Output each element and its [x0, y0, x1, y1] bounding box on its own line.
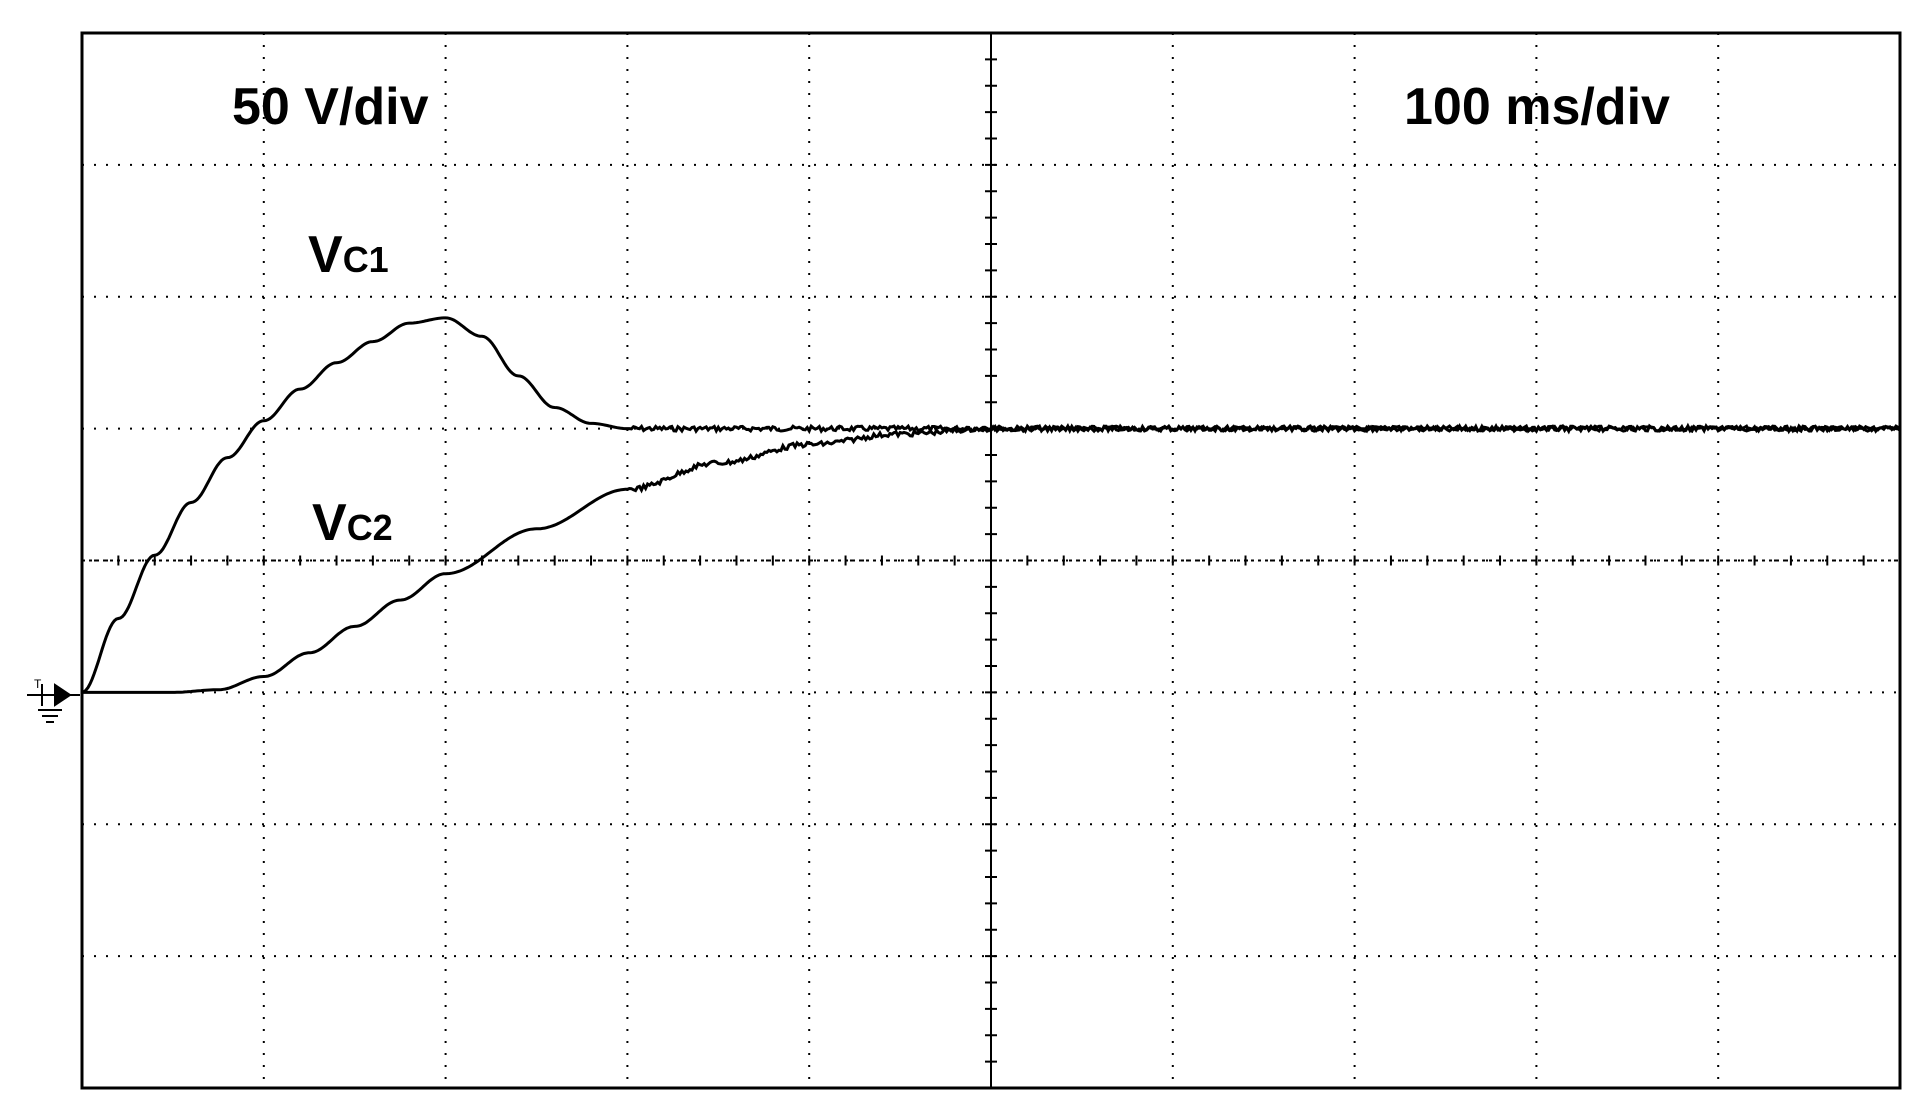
ground-marker-icon: T	[27, 677, 80, 723]
trace-vc2	[82, 422, 1901, 694]
vc2-label-sub: C2	[347, 507, 393, 548]
time-per-div-label: 100 ms/div	[1404, 78, 1670, 136]
vc1-label-main: V	[308, 226, 343, 284]
plot-frame	[80, 31, 1902, 1090]
traces	[81, 316, 1902, 694]
volts-per-div-label: 50 V/div	[232, 78, 429, 136]
grid	[82, 33, 1900, 1088]
vc2-trace-label: VC2	[312, 494, 393, 552]
svg-text:T: T	[34, 677, 42, 691]
vc2-label-main: V	[312, 494, 347, 552]
vc1-label-sub: C1	[343, 239, 389, 280]
vc1-trace-label: VC1	[308, 226, 389, 284]
